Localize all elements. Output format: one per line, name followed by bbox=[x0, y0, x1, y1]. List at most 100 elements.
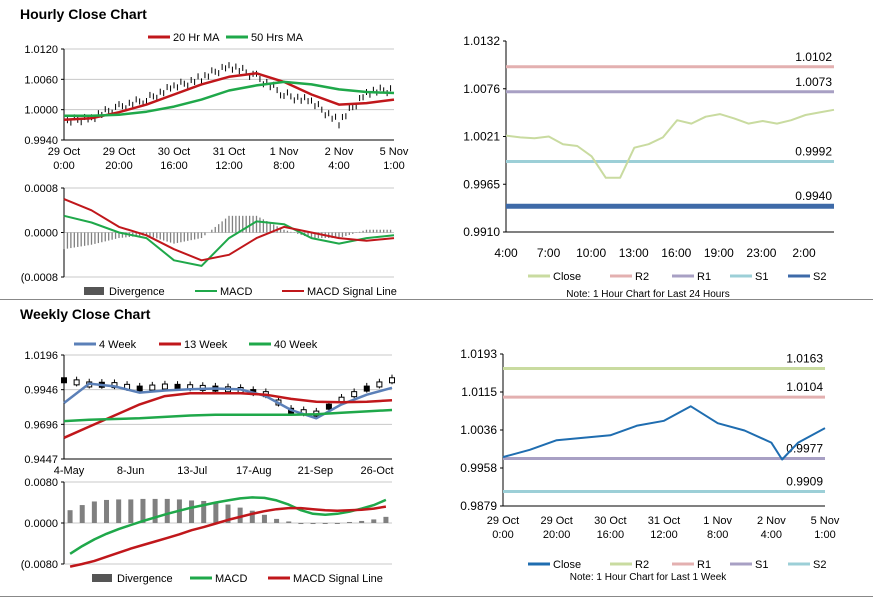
hourly_pivot-x-tick-label: 4:00 bbox=[494, 246, 518, 260]
weekly_pivot-x-tick-label: 12:00 bbox=[650, 529, 678, 541]
legend-macd-label: MACD bbox=[220, 286, 252, 298]
level-r1-label: 1.0104 bbox=[786, 380, 823, 394]
weekly_pivot-x-tick-label: 31 Oct bbox=[648, 515, 680, 527]
legend-hourly_pivot-s1-label: S1 bbox=[755, 271, 768, 283]
level-r2-label: 1.0102 bbox=[795, 50, 832, 64]
weekly-divergence-bar bbox=[201, 500, 207, 523]
hourly_pivot-x-tick-label: 16:00 bbox=[661, 246, 691, 260]
weekly-divergence-bar bbox=[249, 510, 255, 523]
hourly-price-x-tick-label: 16:00 bbox=[160, 160, 188, 172]
weekly_pivot-x-tick-label: 5 Nov bbox=[811, 515, 840, 527]
macd-signal-line bbox=[63, 198, 395, 262]
weekly-price-y-tick-label: 0.9696 bbox=[24, 419, 58, 431]
weekly-divergence-bar bbox=[298, 523, 304, 525]
weekly_pivot-x-tick-label: 2 Nov bbox=[757, 515, 786, 527]
hourly_pivot-y-tick-label: 0.9910 bbox=[463, 225, 500, 239]
weekly-price-x-tick-label: 8-Jun bbox=[117, 465, 145, 477]
legend-40-week-label: 40 Week bbox=[274, 339, 318, 351]
weekly-divergence-bar bbox=[152, 498, 158, 523]
weekly-divergence-bar bbox=[128, 499, 134, 523]
hourly-price-x-tick-label: 29 Oct bbox=[48, 146, 80, 158]
weekly-candle-body bbox=[363, 385, 370, 392]
hourly_pivot-note: Note: 1 Hour Chart for Last 24 Hours bbox=[566, 289, 729, 300]
legend-13-week-label: 13 Week bbox=[184, 339, 228, 351]
weekly_pivot-y-tick-label: 1.0193 bbox=[460, 347, 497, 361]
hourly-price-x-tick-label: 5 Nov bbox=[380, 146, 409, 158]
weekly-macd-y-tick-label: 0.0080 bbox=[24, 477, 58, 489]
weekly-divergence-bar bbox=[334, 523, 340, 524]
hourly-price-x-tick-label: 1 Nov bbox=[270, 146, 299, 158]
hourly-price-x-tick-label: 20:00 bbox=[105, 160, 133, 172]
level-r2-label: 1.0163 bbox=[786, 352, 823, 366]
hourly-price-x-tick-label: 31 Oct bbox=[213, 146, 245, 158]
legend-hourly_pivot-s2-label: S2 bbox=[813, 271, 826, 283]
weekly-divergence-bar bbox=[104, 499, 110, 523]
level-s2-label: 0.9909 bbox=[786, 474, 823, 488]
weekly-divergence-bar bbox=[164, 498, 170, 523]
hourly-price-y-tick-label: 0.9940 bbox=[24, 135, 58, 147]
hourly-price-x-tick-label: 2 Nov bbox=[325, 146, 354, 158]
legend-20hr-ma-label: 20 Hr MA bbox=[173, 32, 220, 44]
hourly-price-y-tick-label: 1.0000 bbox=[24, 105, 58, 117]
weekly-macd-y-tick-label: 0.0000 bbox=[24, 518, 58, 530]
weekly_pivot-y-tick-label: 0.9879 bbox=[460, 499, 497, 513]
weekly-price-y-tick-label: 1.0196 bbox=[24, 350, 58, 362]
weekly-divergence-bar bbox=[67, 510, 73, 523]
weekly_pivot-x-tick-label: 29 Oct bbox=[487, 515, 519, 527]
weekly-price-x-tick-label: 17-Aug bbox=[236, 465, 271, 477]
weekly-divergence-bar bbox=[383, 516, 389, 523]
hourly_pivot-close-line bbox=[505, 108, 835, 179]
legend-weekly-macd-label: MACD bbox=[215, 573, 247, 585]
weekly_pivot-x-tick-label: 29 Oct bbox=[540, 515, 572, 527]
hourly_pivot-y-tick-label: 0.9965 bbox=[463, 177, 500, 191]
weekly-divergence-bar bbox=[79, 505, 85, 523]
hourly-section-title: Hourly Close Chart bbox=[20, 6, 147, 22]
hourly_pivot-x-tick-label: 13:00 bbox=[619, 246, 649, 260]
weekly-divergence-bar bbox=[140, 498, 146, 523]
weekly-candle-body bbox=[73, 379, 80, 386]
weekly-candle-body bbox=[351, 391, 358, 398]
hourly_pivot-x-tick-label: 23:00 bbox=[746, 246, 776, 260]
weekly-divergence-bar bbox=[310, 523, 316, 525]
weekly-divergence-bar bbox=[237, 507, 243, 523]
hourly-price-x-tick-label: 0:00 bbox=[53, 160, 74, 172]
weekly-price-x-tick-label: 4-May bbox=[54, 465, 85, 477]
hourly_pivot-y-tick-label: 1.0132 bbox=[463, 34, 500, 48]
weekly-price-x-tick-label: 13-Jul bbox=[177, 465, 207, 477]
legend-4-week-label: 4 Week bbox=[99, 339, 137, 351]
legend-weekly_pivot-s1-label: S1 bbox=[755, 559, 768, 571]
weekly-candle-body bbox=[136, 385, 143, 392]
legend-macd-signal-label: MACD Signal Line bbox=[307, 286, 397, 298]
hourly_pivot-x-tick-label: 10:00 bbox=[576, 246, 606, 260]
legend-hourly_pivot-r1-label: R1 bbox=[697, 271, 711, 283]
weekly-candle-body bbox=[376, 381, 383, 388]
weekly-divergence-bar bbox=[286, 521, 292, 523]
hourly-price-x-tick-label: 8:00 bbox=[273, 160, 294, 172]
hourly_pivot-x-tick-label: 19:00 bbox=[704, 246, 734, 260]
level-s1-label: 0.9992 bbox=[795, 144, 832, 158]
weekly_pivot-close-line bbox=[502, 405, 826, 461]
weekly-candle-body bbox=[325, 403, 332, 410]
ma-20hr-line bbox=[63, 72, 395, 122]
weekly_pivot-x-tick-label: 1:00 bbox=[814, 529, 835, 541]
hourly-price-y-tick-label: 1.0060 bbox=[24, 74, 58, 86]
hourly-price-x-tick-label: 29 Oct bbox=[103, 146, 135, 158]
weekly-4-week-line bbox=[63, 382, 393, 420]
weekly-divergence-bar bbox=[261, 514, 267, 523]
weekly-price-x-tick-label: 26-Oct bbox=[360, 465, 393, 477]
weekly-candle-body bbox=[161, 383, 168, 390]
weekly-candle-body bbox=[61, 377, 67, 384]
legend-50hrs-ma-label: 50 Hrs MA bbox=[251, 32, 304, 44]
weekly-divergence-bar bbox=[274, 518, 280, 523]
legend-weekly_pivot-r1-label: R1 bbox=[697, 559, 711, 571]
weekly-divergence-bar bbox=[116, 499, 122, 523]
section-divider bbox=[0, 299, 873, 300]
weekly-candle-body bbox=[389, 377, 395, 384]
weekly_pivot-x-tick-label: 4:00 bbox=[761, 529, 782, 541]
hourly-macd-y-tick-label: (0.0008 bbox=[21, 272, 58, 284]
hourly-macd-y-tick-label: 0.0008 bbox=[24, 183, 58, 195]
weekly-divergence-bar bbox=[346, 521, 352, 523]
legend-weekly_pivot-r2-label: R2 bbox=[635, 559, 649, 571]
weekly-candle-body bbox=[149, 384, 156, 391]
